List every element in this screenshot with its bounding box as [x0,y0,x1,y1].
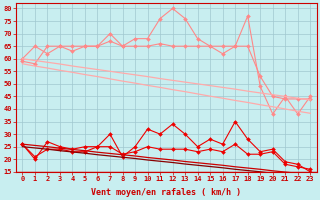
X-axis label: Vent moyen/en rafales ( km/h ): Vent moyen/en rafales ( km/h ) [91,188,241,197]
